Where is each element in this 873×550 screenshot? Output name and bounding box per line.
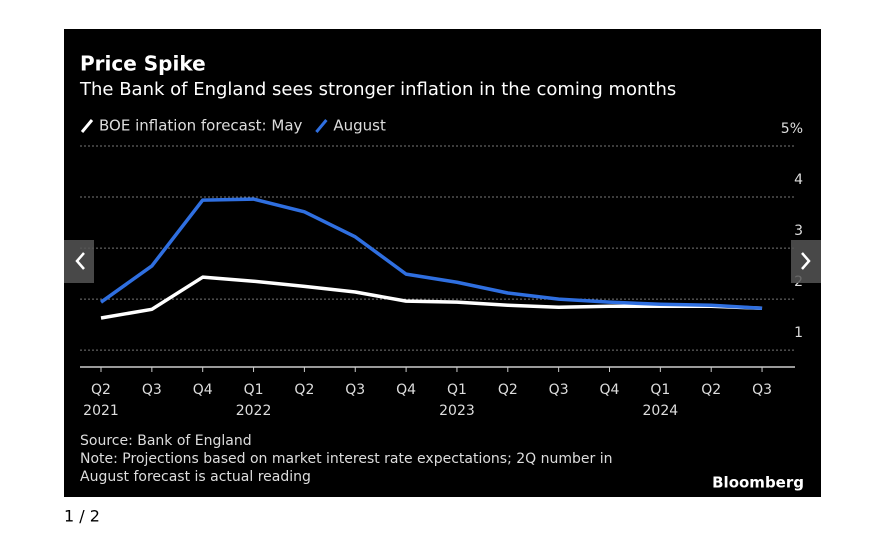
brand: Bloomberg: [712, 474, 804, 492]
prev-arrow[interactable]: [75, 252, 85, 270]
x-tick-label: Q4: [396, 382, 416, 398]
carousel-counter: 1 / 2: [64, 507, 100, 526]
next-button[interactable]: [791, 240, 821, 283]
x-tick-label: Q3: [752, 382, 772, 398]
x-tick-label: Q2: [294, 382, 314, 398]
chart-subtitle: The Bank of England sees stronger inflat…: [79, 79, 676, 100]
legend-swatch: [315, 119, 328, 133]
x-tick-label: Q1: [447, 382, 467, 398]
x-tick-label: Q2: [498, 382, 518, 398]
x-year-label: 2022: [236, 403, 272, 419]
x-tick-label: Q4: [600, 382, 620, 398]
y-tick-label: 3: [794, 223, 803, 239]
chart-title: Price Spike: [80, 52, 206, 76]
legend-swatch: [80, 119, 94, 133]
x-tick-label: Q3: [549, 382, 569, 398]
note: August forecast is actual reading: [80, 469, 311, 485]
legend-label: BOE inflation forecast: May: [99, 117, 303, 135]
x-year-label: 2024: [643, 403, 679, 419]
x-tick-label: Q4: [193, 382, 213, 398]
next-arrow[interactable]: [801, 252, 811, 270]
x-tick-label: Q1: [650, 382, 670, 398]
legend-label: August: [333, 117, 386, 135]
x-tick-label: Q2: [91, 382, 111, 398]
chart-panel: [64, 29, 821, 497]
series-line: [100, 275, 763, 320]
x-tick-label: Q1: [244, 382, 264, 398]
x-year-label: 2021: [83, 403, 119, 419]
y-tick-label: 4: [794, 172, 803, 188]
y-tick-label: 1: [794, 325, 803, 341]
x-tick-label: Q3: [142, 382, 162, 398]
y-tick-label: 5%: [781, 121, 803, 137]
x-year-label: 2023: [439, 403, 475, 419]
x-tick-label: Q3: [345, 382, 365, 398]
x-tick-label: Q2: [701, 382, 721, 398]
note: Note: Projections based on market intere…: [80, 451, 613, 467]
source: Source: Bank of England: [80, 433, 252, 449]
series-line: [99, 197, 763, 311]
